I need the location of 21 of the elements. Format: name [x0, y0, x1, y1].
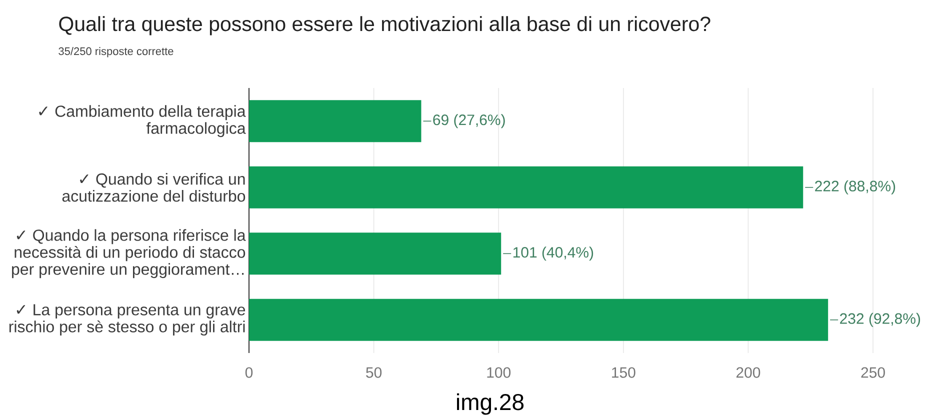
x-tick-label: 150: [612, 367, 636, 378]
y-tick-label: ✓ La persona presenta un grave rischio per sè stesso o per gli altri: [9, 304, 246, 336]
x-tick-label: 50: [366, 367, 382, 378]
bar: [249, 100, 422, 142]
x-tick-label: 200: [736, 367, 760, 378]
x-tick-label: 0: [245, 367, 253, 378]
bar: [249, 298, 828, 341]
bar: [249, 232, 502, 275]
text: img.28: [457, 393, 524, 415]
y-tick-label: ✓ Quando si verifica un acutizzazione del disturbo: [62, 173, 246, 202]
data-label: 101 (40,4%): [513, 246, 594, 261]
x-tick-label: 250: [861, 367, 885, 378]
data-label: 232 (92,8%): [840, 312, 920, 327]
y-tick-label: ✓ Quando la persona riferisce la necessità di un periodo di stacco per prevenire un peggiorament…: [12, 229, 246, 278]
bar: [249, 166, 804, 208]
text: 35/250 risposte corrette: [58, 47, 174, 58]
x-tick-label: 100: [487, 367, 511, 378]
data-label: 69 (27,6%): [433, 114, 505, 128]
data-label: 222 (88,8%): [815, 180, 896, 194]
y-tick-label: ✓ Cambiamento della terapia farmacologica: [39, 105, 246, 138]
chart-title: Quali tra queste possono essere le motivazioni alla base di un ricovero?: [59, 16, 710, 36]
